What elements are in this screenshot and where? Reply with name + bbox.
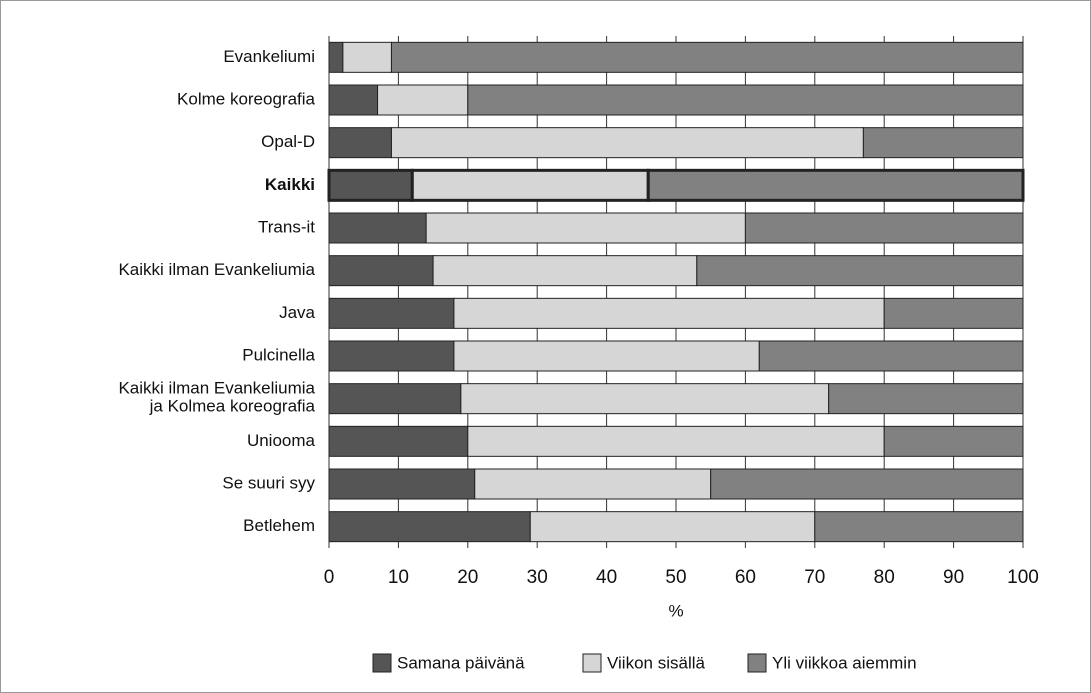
bar-segment <box>453 297 885 329</box>
x-tick-label: 20 <box>457 567 478 588</box>
bar-segment <box>883 425 1024 457</box>
x-tick-label: 40 <box>596 567 617 588</box>
bar-segment <box>410 168 650 202</box>
bar-segment <box>862 127 1024 159</box>
bar-segment <box>425 212 746 244</box>
legend-label: Samana päivänä <box>397 653 525 672</box>
bar-segment <box>529 511 816 543</box>
y-tick-label: Uniooma <box>247 431 316 450</box>
bar-segment <box>696 255 1024 287</box>
bar-segment <box>328 511 531 543</box>
bar-segment <box>328 383 462 415</box>
y-tick-label: Evankeliumi <box>223 47 315 66</box>
bar-segment <box>814 511 1024 543</box>
bar-segment <box>467 84 1024 116</box>
bar-segment <box>377 84 469 116</box>
bar-segment <box>328 425 469 457</box>
legend-label: Viikon sisällä <box>607 653 706 672</box>
bar-segment <box>467 425 885 457</box>
bar-segment <box>328 297 455 329</box>
bar-segment <box>342 41 392 73</box>
bar-segment <box>328 255 434 287</box>
y-tick-label: Kaikki ilman Evankeliumia ja Kolmea koreo… <box>118 379 315 416</box>
legend-swatch <box>747 653 767 673</box>
bar-segment <box>758 340 1024 372</box>
x-tick-label: 70 <box>804 567 825 588</box>
legend-label: Yli viikkoa aiemmin <box>772 653 917 672</box>
x-tick-label: 30 <box>527 567 548 588</box>
bar-segment <box>453 340 760 372</box>
bar-segment <box>328 84 379 116</box>
y-tick-label: Trans-it <box>258 217 315 236</box>
bar-segment <box>474 468 712 500</box>
y-tick-label: Pulcinella <box>242 345 315 364</box>
x-tick-label: 80 <box>874 567 895 588</box>
x-tick-label: 100 <box>1007 567 1039 588</box>
legend-swatch <box>582 653 602 673</box>
x-tick-label: 60 <box>735 567 756 588</box>
bar-segment <box>646 168 1025 202</box>
bar-segment <box>328 468 476 500</box>
bar-segment <box>328 41 344 73</box>
bar-segment <box>432 255 698 287</box>
bar-segment <box>328 127 392 159</box>
bar-segment <box>883 297 1024 329</box>
y-tick-label: Opal-D <box>261 132 315 151</box>
bar-segment <box>390 41 1024 73</box>
y-tick-label: Se suuri syy <box>222 473 315 492</box>
x-axis-label: % <box>668 601 683 620</box>
bar-segment <box>390 127 864 159</box>
legend-swatch <box>372 653 392 673</box>
bar-segment <box>328 340 455 372</box>
x-tick-label: 50 <box>665 567 686 588</box>
bar-segment <box>710 468 1024 500</box>
y-tick-label: Java <box>279 303 315 322</box>
x-tick-label: 90 <box>943 567 964 588</box>
bar-segment <box>744 212 1024 244</box>
bar-segment <box>327 168 414 202</box>
y-tick-label: Kaikki ilman Evankeliumia <box>118 260 315 279</box>
x-tick-label: 0 <box>324 567 335 588</box>
y-tick-label: Betlehem <box>243 516 315 535</box>
bar-segment <box>828 383 1024 415</box>
bar-segment <box>328 212 427 244</box>
x-tick-label: 10 <box>388 567 409 588</box>
y-tick-label: Kaikki <box>265 175 315 194</box>
bar-segment <box>460 383 830 415</box>
y-tick-label: Kolme koreografia <box>177 89 316 108</box>
